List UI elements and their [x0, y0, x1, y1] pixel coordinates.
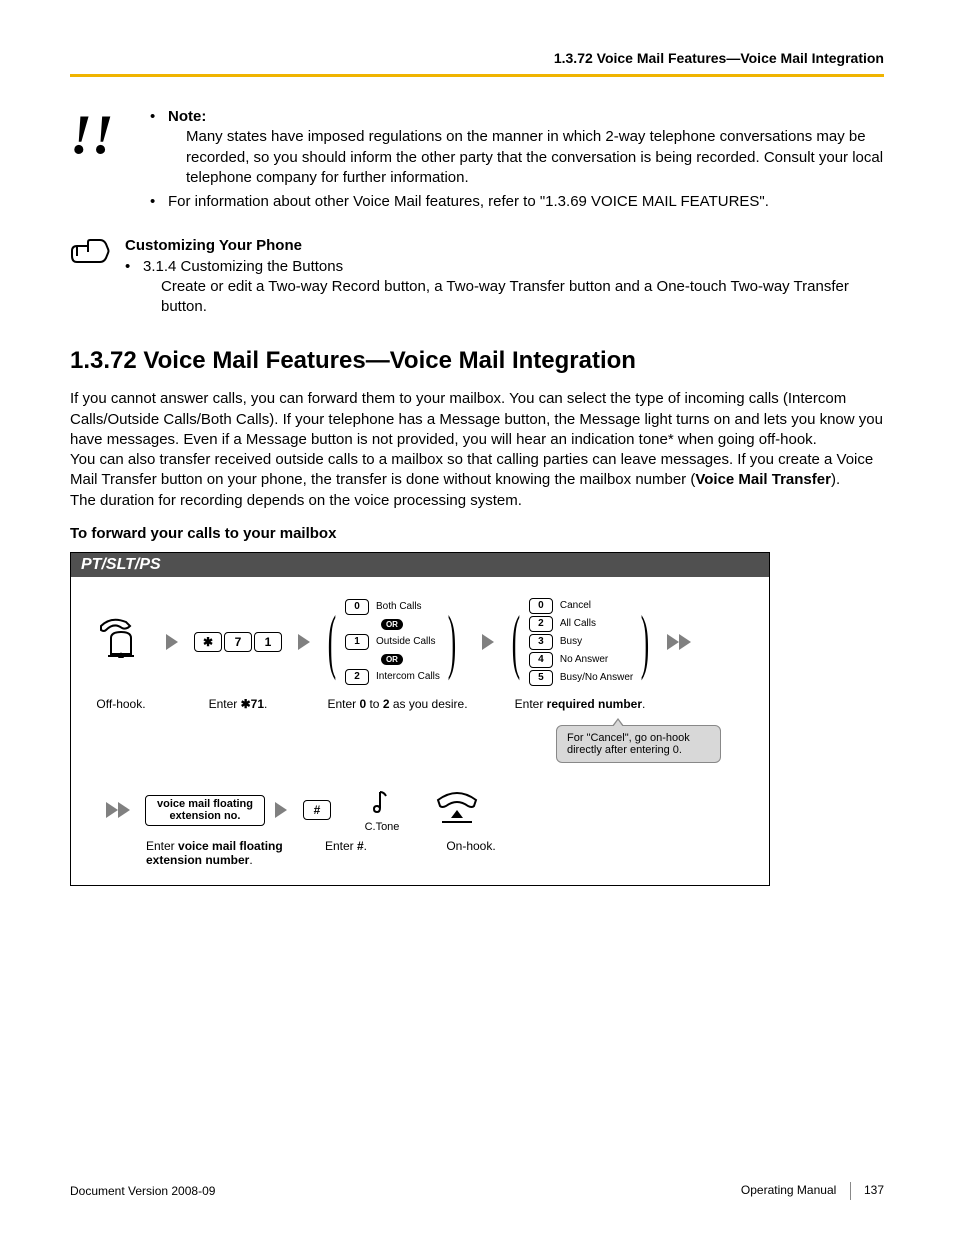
note-item: For information about other Voice Mail f… — [150, 192, 884, 212]
seven-key-icon: 7 — [224, 632, 252, 652]
doc-version: Document Version 2008-09 — [70, 1184, 215, 1198]
option-label: Cancel — [560, 600, 591, 611]
two-key-icon: 2 — [529, 616, 553, 632]
option-label: Outside Calls — [376, 636, 435, 647]
diagram-row-2: voice mail floating extension no. # C.To… — [86, 788, 754, 833]
body-text: If you cannot answer calls, you can forw… — [70, 389, 884, 511]
section-heading: 1.3.72 Voice Mail Features—Voice Mail In… — [70, 347, 884, 375]
option-label: Both Calls — [376, 601, 422, 612]
customize-item-ref: 3.1.4 Customizing the Buttons — [143, 258, 343, 275]
hash-key-icon: # — [303, 800, 331, 820]
box-line-1: voice mail floating — [152, 798, 258, 811]
cancel-callout: For "Cancel", go on-hook directly after … — [556, 725, 721, 763]
option-label: No Answer — [560, 654, 608, 665]
continue-arrow-icon — [667, 634, 691, 650]
page-number: 137 — [864, 1183, 884, 1197]
diagram-header: PT/SLT/PS — [71, 553, 769, 577]
option-label: Busy/No Answer — [560, 672, 633, 683]
key-sequence: ✱71 — [188, 632, 288, 652]
onhook-label: On-hook. — [431, 839, 511, 867]
labels-row-1: Off-hook. Enter ✱71. Enter 0 to 2 as you… — [86, 697, 754, 711]
enter-hash-label: Enter #. — [316, 839, 376, 867]
offhook-label: Off-hook. — [86, 697, 156, 711]
two-key-icon: 2 — [345, 669, 369, 685]
customize-title: Customizing Your Phone — [125, 236, 884, 256]
arrow-icon — [298, 634, 310, 650]
box-line-2: extension no. — [152, 810, 258, 823]
paragraph-2b: ). — [831, 471, 840, 488]
footer-right: Operating Manual 137 — [741, 1182, 884, 1200]
three-key-icon: 3 — [529, 634, 553, 650]
diagram-row-1: ✱71 ( 0Both Calls OR 1Outside Calls OR 2… — [86, 597, 754, 687]
procedure-diagram: PT/SLT/PS ✱71 — [70, 552, 770, 886]
zero-key-icon: 0 — [345, 599, 369, 615]
pointing-hand-icon — [70, 251, 110, 268]
enter-0-2-label: Enter 0 to 2 as you desire. — [320, 697, 475, 711]
arrow-icon — [166, 634, 178, 650]
continue-arrow-icon — [106, 802, 130, 818]
note-block: !! Note: Many states have imposed regula… — [70, 107, 884, 216]
customize-item: 3.1.4 Customizing the Buttons Create or … — [125, 257, 884, 318]
option-label: All Calls — [560, 618, 596, 629]
four-key-icon: 4 — [529, 652, 553, 668]
zero-key-icon: 0 — [529, 598, 553, 614]
vm-extension-box: voice mail floating extension no. — [145, 795, 265, 826]
enter-vm-ext-label: Enter voice mail floatingextension numbe… — [146, 839, 286, 867]
or-badge: OR — [381, 619, 403, 630]
note-body-1: Many states have imposed regulations on … — [168, 127, 884, 188]
ctone-step: C.Tone — [352, 788, 412, 833]
one-key-icon: 1 — [345, 634, 369, 650]
option-label: Busy — [560, 636, 582, 647]
page-footer: Document Version 2008-09 Operating Manua… — [70, 1182, 884, 1200]
running-header: 1.3.72 Voice Mail Features—Voice Mail In… — [70, 50, 884, 66]
enter-required-label: Enter required number. — [505, 697, 655, 711]
paragraph-3: The duration for recording depends on th… — [70, 492, 522, 509]
tone-icon — [372, 803, 392, 820]
option-group-1: ( 0Both Calls OR 1Outside Calls OR 2Inte… — [320, 598, 464, 686]
hash-key: # — [297, 800, 337, 820]
five-key-icon: 5 — [529, 670, 553, 686]
page: 1.3.72 Voice Mail Features—Voice Mail In… — [0, 0, 954, 1235]
customize-block: Customizing Your Phone 3.1.4 Customizing… — [70, 236, 884, 317]
ctone-label: C.Tone — [352, 821, 412, 833]
exclamation-icon: !! — [70, 107, 150, 163]
paragraph-2-bold: Voice Mail Transfer — [695, 471, 831, 488]
star-key-icon: ✱ — [194, 632, 222, 652]
paragraph-1: If you cannot answer calls, you can forw… — [70, 390, 883, 448]
labels-row-2: Enter voice mail floatingextension numbe… — [86, 839, 754, 867]
onhook-step — [422, 790, 492, 831]
manual-name: Operating Manual — [741, 1183, 836, 1197]
option-group-2: ( 0Cancel 2All Calls 3Busy 4No Answer 5B… — [504, 597, 657, 687]
subsection-heading: To forward your calls to your mailbox — [70, 525, 884, 542]
or-badge: OR — [381, 654, 403, 665]
one-key-icon: 1 — [254, 632, 282, 652]
customize-item-desc: Create or edit a Two-way Record button, … — [143, 277, 884, 318]
arrow-icon — [275, 802, 287, 818]
option-label: Intercom Calls — [376, 671, 440, 682]
offhook-phone-icon — [96, 647, 146, 664]
note-label: Note: — [168, 108, 206, 125]
onhook-phone-icon — [432, 813, 482, 830]
arrow-icon — [482, 634, 494, 650]
note-item: Note: Many states have imposed regulatio… — [150, 107, 884, 188]
enter-71-label: Enter ✱71. — [188, 697, 288, 711]
header-rule — [70, 74, 884, 77]
